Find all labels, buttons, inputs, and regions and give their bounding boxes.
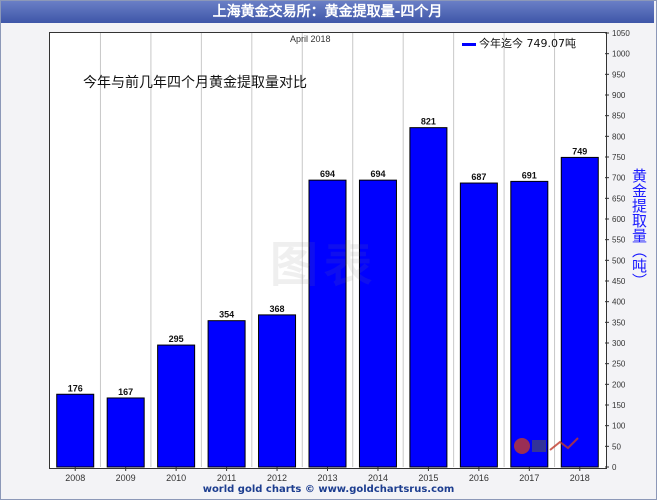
logo-icon xyxy=(514,437,579,454)
y-tick-label: 0 xyxy=(612,463,617,472)
data-label: 687 xyxy=(471,172,486,182)
x-tick-label: 2013 xyxy=(317,473,337,483)
bar xyxy=(409,127,448,468)
bar xyxy=(459,182,498,468)
y-tick-label: 800 xyxy=(612,132,626,141)
bar xyxy=(358,179,397,468)
x-tick-label: 2009 xyxy=(116,473,136,483)
x-tick-label: 2012 xyxy=(267,473,287,483)
chart-subtitle: 今年与前几年四个月黄金提取量对比 xyxy=(83,75,307,91)
y-axis-label: 黄金提取量（吨） xyxy=(630,168,648,288)
x-tick-label: 2011 xyxy=(217,473,236,483)
bar xyxy=(157,344,196,468)
y-tick-label: 400 xyxy=(612,298,626,307)
data-label: 694 xyxy=(320,169,335,179)
data-label: 176 xyxy=(68,383,83,393)
data-label: 354 xyxy=(219,310,234,320)
y-tick-label: 950 xyxy=(612,70,626,79)
x-tick-label: 2017 xyxy=(519,473,539,483)
x-tick-label: 2010 xyxy=(166,473,186,483)
bar xyxy=(258,314,297,468)
y-tick-label: 700 xyxy=(612,174,626,183)
y-tick-label: 550 xyxy=(612,236,626,245)
y-tick-label: 150 xyxy=(612,401,626,410)
chart-title: 上海黄金交易所：黄金提取量-四个月 xyxy=(1,1,654,23)
y-tick-label: 250 xyxy=(612,360,626,369)
y-tick-label: 100 xyxy=(612,422,626,431)
y-tick-label: 500 xyxy=(612,256,626,265)
data-label: 694 xyxy=(370,169,385,179)
y-tick-label: 300 xyxy=(612,339,626,348)
legend-label: 今年迄今 749.07吨 xyxy=(479,37,576,50)
x-tick-label: 2018 xyxy=(570,473,590,483)
data-label: 749 xyxy=(572,146,587,156)
y-tick-label: 1050 xyxy=(612,29,630,38)
bar xyxy=(560,156,599,468)
bar xyxy=(106,397,145,468)
y-tick-label: 350 xyxy=(612,318,626,327)
legend-swatch xyxy=(462,42,476,46)
data-label: 821 xyxy=(421,117,436,127)
bar xyxy=(207,320,246,468)
y-tick-label: 850 xyxy=(612,112,626,121)
data-label: 368 xyxy=(270,304,285,314)
y-tick-label: 650 xyxy=(612,194,626,203)
data-label: 167 xyxy=(118,387,133,397)
legend: 今年迄今 749.07吨 xyxy=(462,35,576,51)
x-tick-label: 2008 xyxy=(65,473,85,483)
watermark-text: 图表 xyxy=(270,239,379,292)
date-label: April 2018 xyxy=(290,34,331,44)
y-tick-label: 50 xyxy=(612,442,621,451)
y-tick-label: 1000 xyxy=(612,50,630,59)
x-tick-label: 2014 xyxy=(368,473,388,483)
y-tick-label: 200 xyxy=(612,380,626,389)
data-label: 691 xyxy=(522,170,537,180)
bar xyxy=(308,179,347,468)
bar xyxy=(56,393,95,468)
y-tick-label: 900 xyxy=(612,91,626,100)
y-tick-label: 450 xyxy=(612,277,626,286)
footer-credit: world gold charts © www.goldchartsrus.co… xyxy=(202,484,455,495)
y-tick-label: 750 xyxy=(612,153,626,162)
x-tick-label: 2016 xyxy=(469,473,489,483)
bar xyxy=(510,180,549,468)
x-tick-label: 2015 xyxy=(418,473,438,483)
y-tick-label: 600 xyxy=(612,215,626,224)
data-label: 295 xyxy=(169,334,184,344)
